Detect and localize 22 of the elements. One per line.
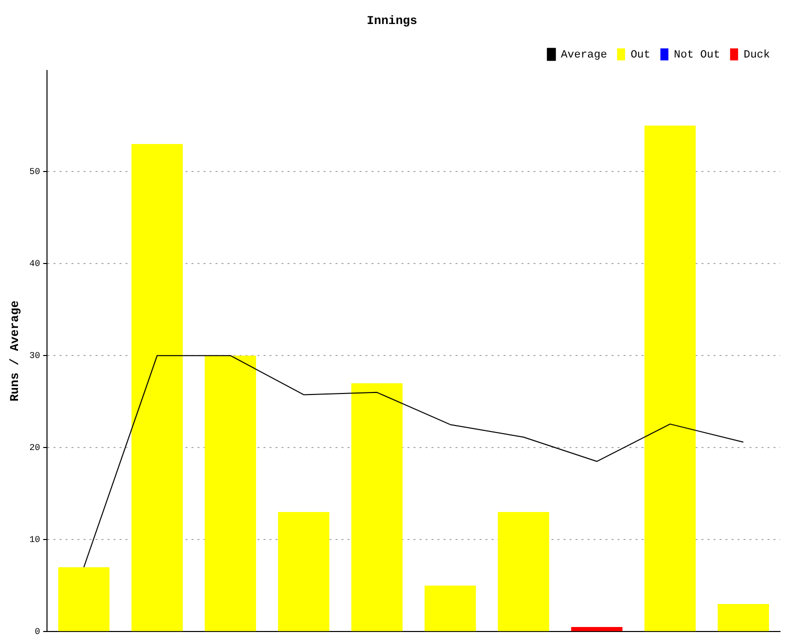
y-tick-label: 50	[29, 166, 40, 177]
bar	[278, 512, 330, 632]
bar	[571, 627, 622, 632]
bar	[718, 604, 770, 632]
bar	[131, 144, 183, 632]
legend-label: Duck	[744, 49, 770, 62]
legend-label: Not Out	[674, 49, 720, 62]
y-tick-label: 0	[34, 626, 40, 637]
bar	[424, 586, 476, 632]
bar	[498, 512, 550, 632]
legend-label: Average	[560, 49, 608, 62]
legend-label: Out	[630, 49, 650, 62]
bar	[204, 356, 256, 632]
bar	[351, 383, 403, 632]
bar	[58, 567, 110, 632]
y-axis-title: Runs / Average	[8, 300, 22, 402]
chart-title: Innings	[366, 14, 418, 28]
bar	[644, 126, 696, 632]
y-tick-label: 40	[29, 258, 40, 269]
y-tick-label: 30	[29, 350, 40, 361]
y-tick-label: 20	[29, 442, 40, 453]
y-tick-label: 10	[29, 534, 40, 545]
